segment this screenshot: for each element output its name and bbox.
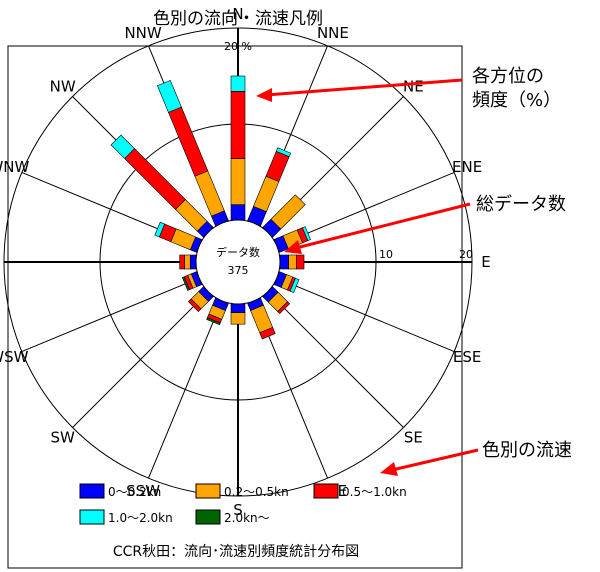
direction-label-WSW: WSW bbox=[0, 348, 29, 366]
bar-SE bbox=[262, 286, 291, 315]
annotation-speed: 色別の流速 bbox=[380, 440, 572, 476]
bar-W bbox=[179, 254, 197, 270]
bar-segment-WNW-s3 bbox=[154, 221, 166, 238]
bar-segment-SE-s2 bbox=[277, 301, 291, 315]
legend-swatch-1 bbox=[195, 483, 221, 499]
direction-label-NW: NW bbox=[50, 78, 76, 96]
spoke-SW bbox=[72, 291, 209, 428]
center-count-label: データ数 bbox=[216, 245, 260, 259]
direction-label-WNW: WNW bbox=[0, 158, 29, 176]
bar-segment-SSW-s4 bbox=[206, 317, 221, 326]
center-count-value: 375 bbox=[228, 264, 249, 277]
bar-segment-SSE-s2 bbox=[259, 327, 276, 340]
legend-label-1: 0.2〜0.5kn bbox=[224, 485, 289, 499]
scale-label-20-east: 20 bbox=[459, 248, 473, 261]
bar-NE bbox=[262, 194, 306, 238]
bar-WNW bbox=[154, 221, 203, 253]
direction-label-E: E bbox=[481, 253, 490, 271]
direction-label-ESE: ESE bbox=[453, 348, 481, 366]
bar-segment-NE-s1 bbox=[270, 194, 306, 230]
direction-label-ENE: ENE bbox=[452, 158, 482, 176]
legend-swatch-2 bbox=[313, 483, 339, 499]
annotation-total-label: 総データ数 bbox=[476, 194, 566, 215]
bar-segment-N-s3 bbox=[230, 75, 246, 92]
bar-NW bbox=[110, 134, 214, 238]
legend-swatch-4 bbox=[195, 509, 221, 525]
spoke-ESE bbox=[276, 277, 455, 353]
bar-S bbox=[230, 303, 246, 325]
annotation-arrow-total bbox=[295, 202, 471, 250]
annotation-arrow-speed bbox=[391, 448, 479, 472]
legend-label-3: 1.0〜2.0kn bbox=[108, 511, 173, 525]
bar-segment-W-s1 bbox=[184, 254, 191, 270]
bar-ENE bbox=[273, 226, 311, 253]
bar-segment-WSW-s4 bbox=[181, 276, 190, 291]
annotation-speed-label: 色別の流速 bbox=[482, 440, 572, 461]
annotation-frequency-line1: 各方位の bbox=[472, 66, 544, 87]
bar-E bbox=[279, 254, 305, 270]
legend-swatch-3 bbox=[79, 509, 105, 525]
center-disc bbox=[195, 219, 281, 305]
direction-label-N: N bbox=[232, 5, 243, 23]
bar-segment-NNE-s3 bbox=[275, 147, 292, 158]
spoke-SSW bbox=[147, 300, 223, 479]
chart-title: 色別の流向・流速凡例 bbox=[153, 9, 323, 29]
direction-label-NNW: NNW bbox=[124, 24, 161, 42]
bar-segment-N-s0 bbox=[230, 204, 246, 221]
legend-label-4: 2.0kn〜 bbox=[224, 511, 270, 525]
bar-segment-E-s2 bbox=[296, 254, 305, 270]
speed-legend: 0〜0.2kn 0.2〜0.5kn 0.5〜1.0kn 1.0〜2.0kn 2.0kn〜 bbox=[79, 483, 407, 525]
bar-segment-W-s2 bbox=[179, 254, 185, 270]
annotation-arrowhead-total bbox=[284, 240, 302, 254]
spoke-SE bbox=[267, 291, 404, 428]
annotation-arrow-frequency bbox=[265, 78, 463, 97]
bar-WSW bbox=[181, 271, 203, 291]
legend-label-2: 0.5〜1.0kn bbox=[342, 485, 407, 499]
legend-label-0: 0〜0.2kn bbox=[108, 485, 161, 499]
legend-swatch-0 bbox=[79, 483, 105, 499]
bar-segment-SW-s2 bbox=[187, 298, 202, 313]
bar-segment-E-s1 bbox=[288, 254, 297, 270]
source-caption: CCR秋田：流向･流速別頻度統計分布図 bbox=[113, 544, 359, 560]
bar-segment-NNW-s3 bbox=[157, 79, 182, 113]
annotation-frequency-line2: 頻度（%） bbox=[472, 90, 561, 111]
annotation-total: 総データ数 bbox=[284, 194, 566, 254]
bar-SSW bbox=[206, 297, 229, 326]
bar-segment-ENE-s3 bbox=[302, 226, 311, 242]
frequency-bars bbox=[110, 75, 311, 340]
bar-NNE bbox=[247, 147, 292, 227]
direction-labels: NNNENEENEEESESESSESSSWSWWSWWWNWNWNNW bbox=[0, 5, 491, 519]
spoke-WSW bbox=[21, 277, 200, 353]
bar-segment-N-s2 bbox=[230, 91, 246, 159]
annotation-arrowhead-speed bbox=[380, 462, 398, 476]
direction-label-SW: SW bbox=[50, 428, 75, 446]
direction-label-NE: NE bbox=[403, 78, 424, 96]
annotation-arrowhead-frequency bbox=[256, 88, 272, 102]
bar-segment-ESE-s3 bbox=[289, 277, 300, 294]
bar-SSE bbox=[247, 297, 276, 340]
scale-label-10-east: 10 bbox=[379, 248, 393, 261]
bar-segment-W-s0 bbox=[189, 254, 197, 270]
direction-label-SE: SE bbox=[404, 428, 423, 446]
bar-segment-S-s1 bbox=[230, 312, 246, 325]
direction-label-S: S bbox=[233, 501, 243, 519]
annotation-frequency: 各方位の 頻度（%） bbox=[256, 66, 561, 111]
bar-segment-NW-s3 bbox=[110, 134, 135, 159]
direction-label-SSW: SSW bbox=[126, 482, 160, 500]
bar-segment-E-s0 bbox=[279, 254, 289, 270]
direction-label-NNE: NNE bbox=[317, 24, 349, 42]
scale-label-20-north: 20 % bbox=[224, 40, 252, 53]
bar-segment-N-s1 bbox=[230, 158, 246, 205]
bar-N bbox=[230, 75, 246, 221]
bar-segment-S-s0 bbox=[230, 303, 246, 313]
